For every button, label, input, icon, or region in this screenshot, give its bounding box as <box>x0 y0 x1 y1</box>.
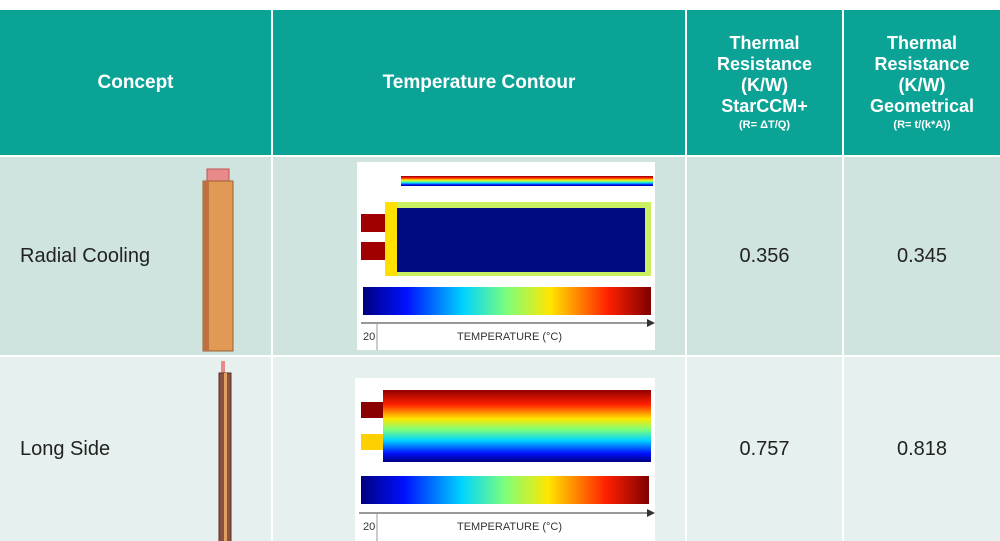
row-cell: 0.818 <box>844 357 1000 541</box>
header-line: StarCCM+ <box>721 96 808 117</box>
page: Concept Temperature Contour Thermal Resi… <box>0 0 1000 541</box>
header-concept: Concept <box>0 10 271 155</box>
row-cell: 0.356 <box>687 157 842 355</box>
row-cell: Long Side <box>0 357 271 541</box>
row-cell: Radial Cooling <box>0 157 271 355</box>
value: 0.757 <box>739 438 789 461</box>
header-contour: Temperature Contour <box>273 10 685 155</box>
value: 0.356 <box>739 245 789 268</box>
header-starccm: Thermal Resistance (K/W) StarCCM+ (R= ΔT… <box>687 10 842 155</box>
scale-min: 20 <box>363 521 375 533</box>
value: 0.818 <box>897 438 947 461</box>
concept-name: Radial Cooling <box>20 245 150 268</box>
header-line: Resistance <box>717 54 812 75</box>
header-line: Thermal <box>887 33 957 54</box>
header-line: Resistance <box>874 54 969 75</box>
scale-label: TEMPERATURE (°C) <box>457 331 562 343</box>
header-formula: (R= ΔT/Q) <box>739 117 790 133</box>
header-line: Thermal <box>729 33 799 54</box>
contour-image: 20 TEMPERATURE (°C) <box>357 162 655 350</box>
header-formula: (R= t/(k*A)) <box>893 117 950 133</box>
value: 0.345 <box>897 245 947 268</box>
scale-min: 20 <box>363 331 375 343</box>
cell-icon <box>195 167 245 352</box>
header-line: Geometrical <box>870 96 974 117</box>
header-line: (K/W) <box>741 75 788 96</box>
header-line: (K/W) <box>899 75 946 96</box>
row-cell: 20 TEMPERATURE (°C) <box>273 357 685 541</box>
scale-label: TEMPERATURE (°C) <box>457 521 562 533</box>
contour-image: 20 TEMPERATURE (°C) <box>355 378 655 541</box>
row-cell: 0.345 <box>844 157 1000 355</box>
concept-name: Long Side <box>20 438 110 461</box>
header-geometrical: Thermal Resistance (K/W) Geometrical (R=… <box>844 10 1000 155</box>
row-cell: 20 TEMPERATURE (°C) <box>273 157 685 355</box>
row-cell: 0.757 <box>687 357 842 541</box>
cell-icon <box>210 359 240 541</box>
